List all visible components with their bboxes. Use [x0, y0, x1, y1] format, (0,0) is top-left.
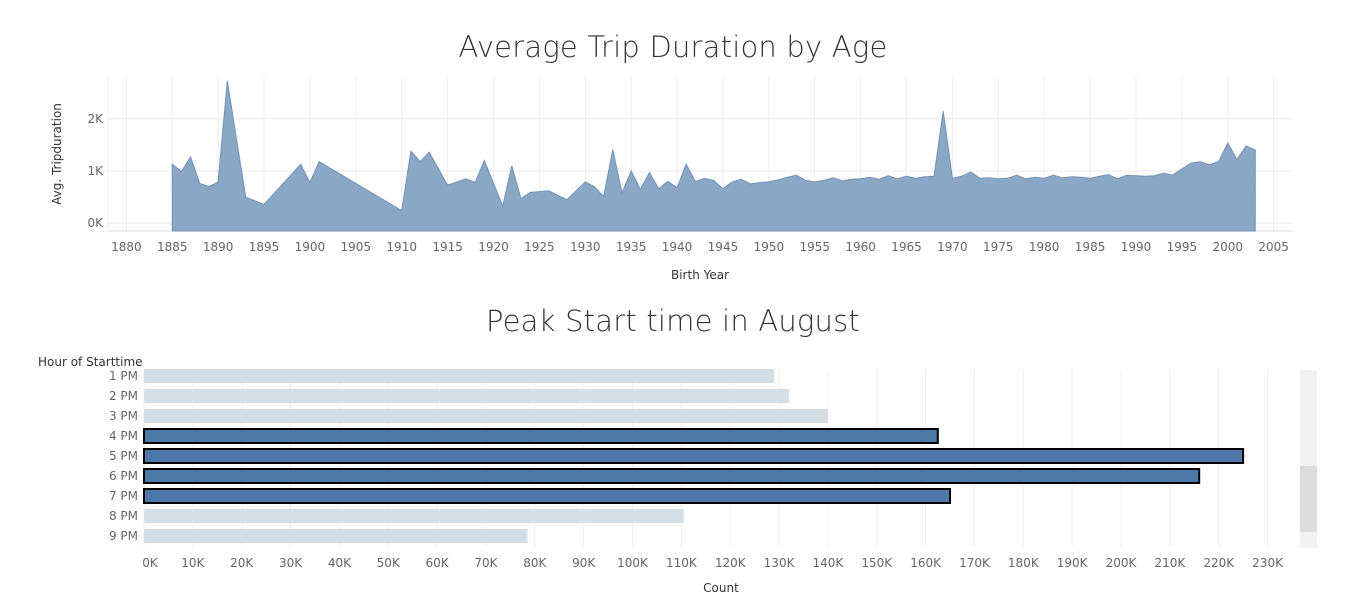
x-tick-label: 110K: [666, 556, 698, 570]
bar-2-pm: [144, 389, 789, 403]
x-tick-label: 1880: [111, 240, 142, 254]
x-tick-label: 1905: [341, 240, 372, 254]
bar-4-pm: [143, 428, 939, 444]
y-tick-label: 3 PM: [109, 409, 138, 423]
x-tick-label: 1920: [478, 240, 509, 254]
y-tick-label: 1K: [87, 164, 104, 178]
x-tick-label: 1940: [662, 240, 693, 254]
vertical-scrollbar[interactable]: [1300, 370, 1317, 548]
x-tick-label: 120K: [715, 556, 747, 570]
x-tick-label: 1885: [157, 240, 188, 254]
area-chart-title: Average Trip Duration by Age: [458, 30, 888, 64]
y-tick-label: 9 PM: [109, 529, 138, 543]
x-tick-label: 2000: [1212, 240, 1243, 254]
x-tick-label: 1995: [1167, 240, 1198, 254]
x-tick-label: 1950: [754, 240, 785, 254]
bar-7-pm: [143, 488, 951, 504]
y-tick-label: 2K: [87, 112, 104, 126]
y-axis-title: Avg. Tripduration: [50, 103, 64, 205]
y-tick-label: 8 PM: [109, 509, 138, 523]
scrollbar-thumb[interactable]: [1300, 466, 1317, 532]
x-tick-label: 180K: [1008, 556, 1040, 570]
x-tick-label: 1985: [1075, 240, 1106, 254]
x-tick-label: 200K: [1106, 556, 1138, 570]
y-tick-label: 0K: [87, 216, 104, 230]
bar-1-pm: [144, 369, 775, 383]
x-tick-label: 1955: [799, 240, 830, 254]
y-axis-title: Hour of Starttime: [38, 355, 143, 369]
x-tick-label: 1980: [1029, 240, 1060, 254]
x-tick-label: 140K: [813, 556, 845, 570]
x-tick-label: 0K: [142, 556, 159, 570]
x-tick-label: 70K: [474, 556, 498, 570]
bar-3-pm: [144, 409, 828, 423]
x-tick-label: 1930: [570, 240, 601, 254]
y-tick-label: 1 PM: [109, 369, 138, 383]
x-tick-label: 30K: [279, 556, 303, 570]
bar-chart-title: Peak Start time in August: [485, 304, 860, 338]
x-tick-label: 130K: [764, 556, 796, 570]
x-tick-label: 1895: [249, 240, 280, 254]
x-tick-label: 60K: [426, 556, 450, 570]
x-axis-title: Count: [703, 581, 739, 593]
x-tick-label: 80K: [523, 556, 547, 570]
x-tick-label: 210K: [1154, 556, 1186, 570]
x-tick-label: 40K: [328, 556, 352, 570]
y-tick-label: 5 PM: [109, 449, 138, 463]
bar-8-pm: [144, 509, 684, 523]
x-tick-label: 1960: [845, 240, 876, 254]
x-tick-label: 1890: [203, 240, 234, 254]
area-chart[interactable]: 1880 1885 1890 1895 1900 1905 1910 1915 1920 1925…: [0, 0, 1346, 290]
x-tick-label: 1915: [432, 240, 463, 254]
x-tick-label: 1925: [524, 240, 555, 254]
x-tick-label: 1910: [386, 240, 417, 254]
x-tick-label: 50K: [377, 556, 401, 570]
x-tick-label: 1970: [937, 240, 968, 254]
x-tick-label: 100K: [617, 556, 649, 570]
y-tick-label: 7 PM: [109, 489, 138, 503]
x-tick-label: 190K: [1057, 556, 1089, 570]
x-axis-title: Birth Year: [671, 268, 729, 282]
x-tick-label: 1900: [295, 240, 326, 254]
x-tick-label: 1975: [983, 240, 1014, 254]
x-tick-label: 20K: [230, 556, 254, 570]
x-tick-label: 1965: [891, 240, 922, 254]
x-tick-label: 160K: [910, 556, 942, 570]
x-tick-label: 90K: [572, 556, 596, 570]
bar-9-pm: [144, 529, 528, 543]
x-tick-label: 1935: [616, 240, 647, 254]
bar-5-pm: [143, 448, 1245, 464]
x-tick-label: 2005: [1258, 240, 1289, 254]
bar-6-pm: [143, 468, 1201, 484]
x-tick-label: 220K: [1203, 556, 1235, 570]
area-series: [171, 80, 1256, 232]
x-tick-label: 1945: [708, 240, 739, 254]
x-tick-label: 1990: [1121, 240, 1152, 254]
y-tick-label: 4 PM: [109, 429, 138, 443]
y-tick-label: 2 PM: [109, 389, 138, 403]
y-tick-label: 6 PM: [109, 469, 138, 483]
x-tick-label: 170K: [959, 556, 991, 570]
x-tick-label: 10K: [181, 556, 205, 570]
x-tick-label: 150K: [861, 556, 893, 570]
x-tick-label: 230K: [1252, 556, 1284, 570]
